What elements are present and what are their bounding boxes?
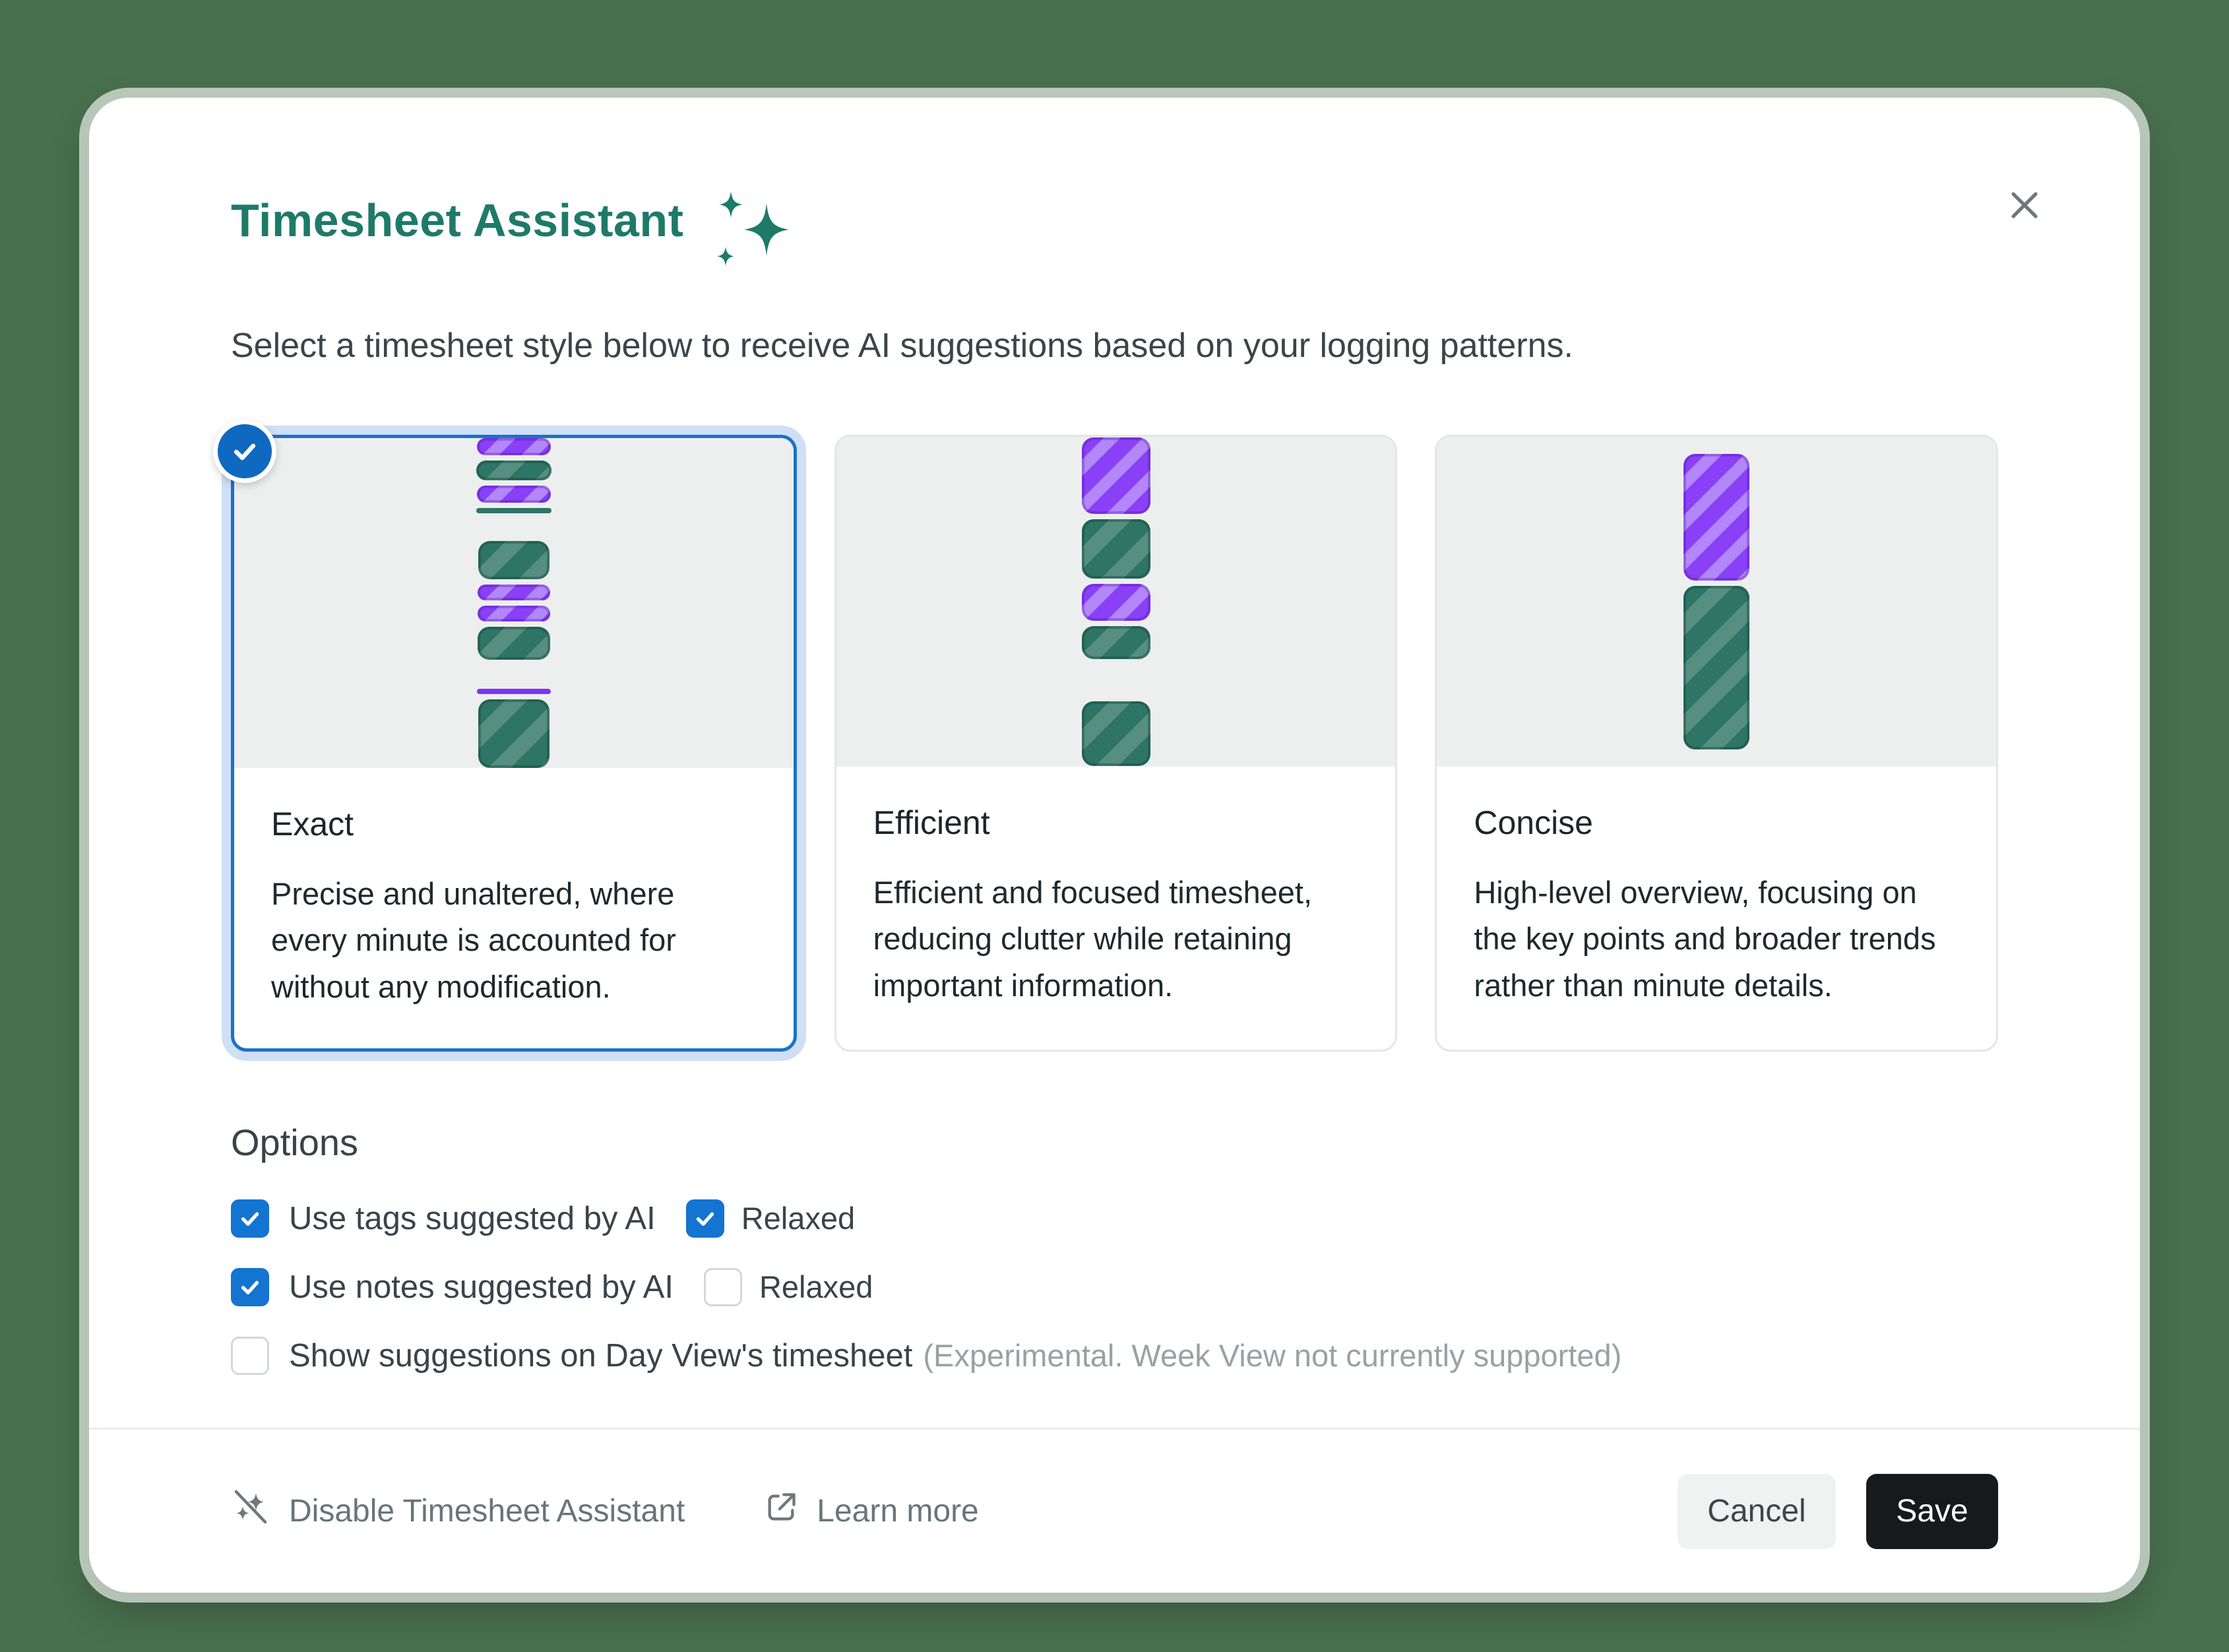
timesheet-assistant-dialog: Timesheet Assistant Select a timesheet s…	[89, 98, 2140, 1593]
relaxed-tags-label: Relaxed	[741, 1201, 856, 1236]
option-row-day-view: Show suggestions on Day View's timesheet…	[231, 1336, 1998, 1375]
timesheet-block-green	[1081, 701, 1150, 766]
timesheet-block-green	[1081, 519, 1150, 579]
style-card-efficient[interactable]: Efficient Efficient and focused timeshee…	[834, 434, 1398, 1052]
timesheet-block-green	[478, 699, 549, 768]
show-suggestions-checkbox[interactable]	[231, 1336, 269, 1375]
sparkles-icon	[706, 186, 798, 282]
timesheet-block-green	[1683, 585, 1750, 749]
save-button[interactable]: Save	[1866, 1473, 1998, 1549]
disabled-sparkles-icon	[231, 1488, 270, 1535]
timesheet-block-green	[477, 626, 550, 660]
relaxed-tags-checkbox[interactable]	[685, 1199, 724, 1238]
selected-check-badge	[213, 419, 276, 483]
show-suggestions-label: Show suggestions on Day View's timesheet	[289, 1337, 913, 1374]
timesheet-block-green	[1081, 625, 1150, 659]
dialog-content: Timesheet Assistant Select a timesheet s…	[89, 98, 2140, 1375]
timesheet-block-green	[478, 540, 549, 579]
dialog-title: Timesheet Assistant	[231, 195, 684, 246]
experimental-note: (Experimental. Week View not currently s…	[923, 1338, 1622, 1374]
style-illustration-efficient	[836, 436, 1396, 767]
timesheet-block-purple	[1081, 583, 1150, 621]
disable-assistant-link[interactable]: Disable Timesheet Assistant	[231, 1488, 685, 1535]
use-tags-label: Use tags suggested by AI	[289, 1200, 656, 1236]
timesheet-block-purple	[477, 605, 550, 621]
external-link-icon	[764, 1490, 798, 1533]
style-cards: Exact Precise and unaltered, where every…	[213, 419, 1999, 1052]
style-card-description: Efficient and focused timesheet, reducin…	[873, 874, 1313, 1003]
timesheet-block-green	[476, 460, 551, 480]
options-heading: Options	[231, 1121, 358, 1163]
style-card-concise[interactable]: Concise High-level overview, focusing on…	[1435, 434, 1999, 1052]
use-notes-label: Use notes suggested by AI	[289, 1269, 674, 1305]
cancel-button[interactable]: Cancel	[1678, 1473, 1836, 1549]
timesheet-block-purple	[1081, 437, 1150, 514]
style-card-description: High-level overview, focusing on the key…	[1474, 874, 1936, 1003]
style-card-exact[interactable]: Exact Precise and unaltered, where every…	[213, 419, 797, 1052]
timesheet-block-green	[476, 507, 551, 513]
timesheet-block-purple	[476, 437, 551, 455]
style-illustration-concise	[1437, 436, 1997, 767]
style-card-title: Concise	[1474, 804, 1593, 841]
options-rows: Use tags suggested by AI Relaxed Use not…	[231, 1199, 1998, 1375]
use-tags-checkbox[interactable]	[231, 1199, 269, 1238]
dialog-subtitle: Select a timesheet style below to receiv…	[231, 327, 1573, 365]
close-icon	[2005, 186, 2044, 228]
dialog-footer: Disable Timesheet Assistant Learn more C…	[89, 1428, 2140, 1593]
relaxed-notes-label: Relaxed	[759, 1269, 873, 1305]
option-row-tags: Use tags suggested by AI Relaxed	[231, 1199, 1998, 1238]
timesheet-block-purple	[476, 485, 551, 503]
style-card-title: Exact	[271, 805, 354, 842]
timesheet-block-purple	[476, 688, 551, 694]
style-card-title: Efficient	[873, 804, 990, 841]
learn-more-link[interactable]: Learn more	[764, 1490, 979, 1533]
timesheet-block-purple	[477, 584, 550, 600]
timesheet-block-purple	[1683, 453, 1750, 581]
close-button[interactable]	[2000, 182, 2049, 231]
relaxed-notes-checkbox[interactable]	[703, 1267, 742, 1306]
style-illustration-exact	[234, 437, 794, 768]
style-card-description: Precise and unaltered, where every minut…	[271, 875, 676, 1004]
use-notes-checkbox[interactable]	[231, 1267, 269, 1306]
option-row-notes: Use notes suggested by AI Relaxed	[231, 1267, 1998, 1306]
learn-more-label: Learn more	[817, 1494, 979, 1529]
disable-assistant-label: Disable Timesheet Assistant	[289, 1494, 685, 1529]
